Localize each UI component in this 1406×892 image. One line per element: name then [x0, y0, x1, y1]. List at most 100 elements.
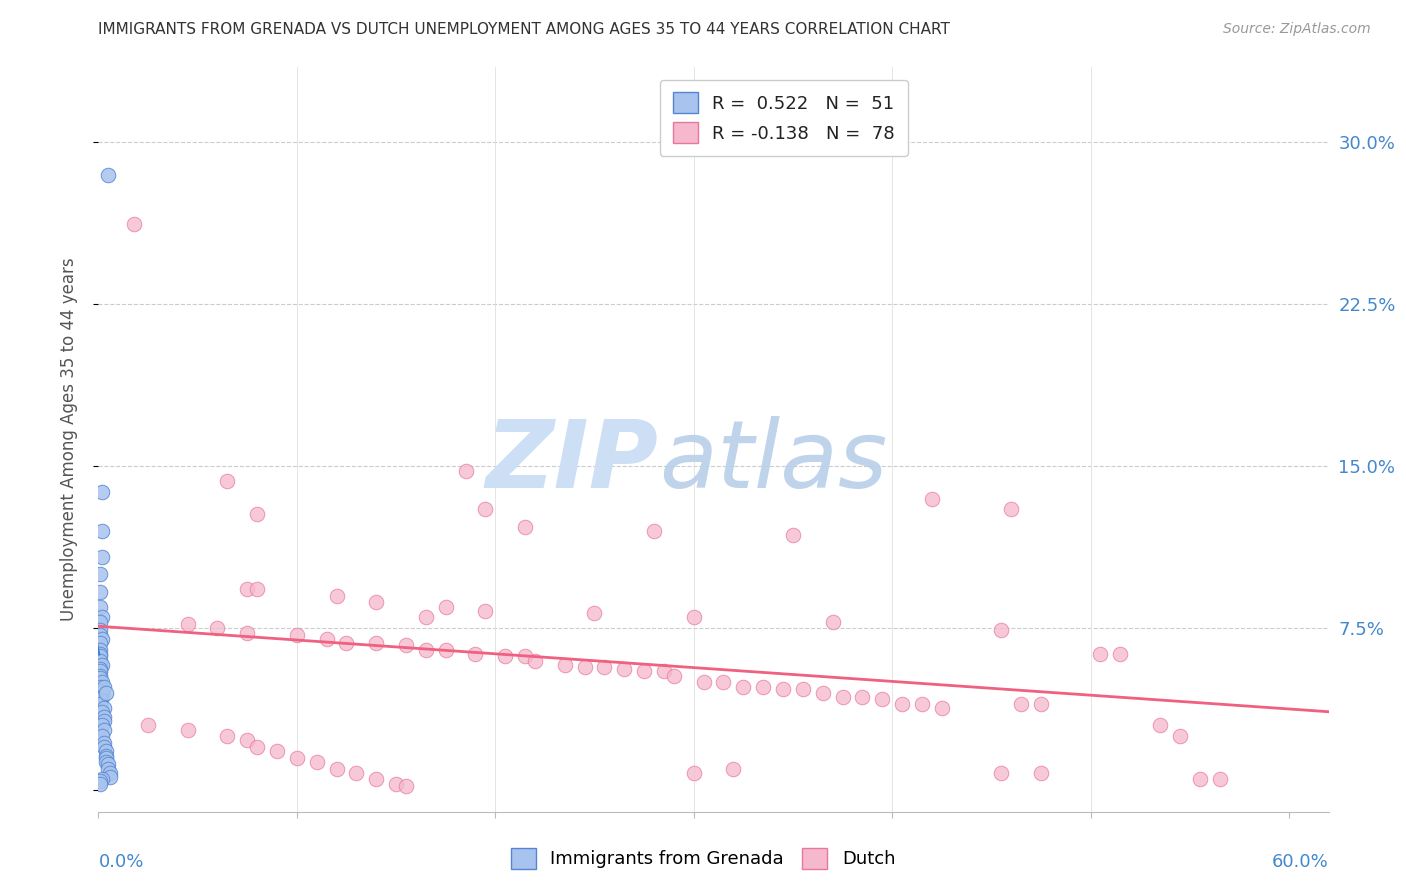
Point	[395, 639, 418, 653]
Point	[96, 744, 118, 758]
Point	[93, 723, 115, 737]
Point	[870, 692, 893, 706]
Point	[93, 714, 115, 728]
Point	[89, 669, 111, 683]
Point	[474, 604, 496, 618]
Point	[733, 680, 755, 694]
Point	[335, 636, 357, 650]
Point	[89, 777, 111, 791]
Point	[633, 665, 655, 679]
Point	[652, 665, 675, 679]
Text: atlas: atlas	[659, 417, 887, 508]
Point	[574, 660, 596, 674]
Point	[93, 710, 115, 724]
Point	[97, 757, 120, 772]
Point	[91, 610, 114, 624]
Text: Source: ZipAtlas.com: Source: ZipAtlas.com	[1223, 22, 1371, 37]
Point	[513, 649, 536, 664]
Point	[91, 632, 114, 646]
Point	[692, 675, 714, 690]
Point	[93, 736, 115, 750]
Point	[89, 642, 111, 657]
Legend: R =  0.522   N =  51, R = -0.138   N =  78: R = 0.522 N = 51, R = -0.138 N = 78	[659, 79, 907, 156]
Point	[89, 671, 111, 685]
Point	[831, 690, 853, 705]
Point	[682, 610, 704, 624]
Point	[1208, 772, 1230, 787]
Text: ZIP: ZIP	[485, 416, 658, 508]
Point	[177, 616, 200, 631]
Point	[89, 647, 111, 661]
Point	[325, 762, 347, 776]
Point	[93, 701, 115, 715]
Point	[523, 654, 546, 668]
Point	[1000, 502, 1022, 516]
Point	[931, 701, 953, 715]
Point	[89, 567, 111, 582]
Point	[1168, 729, 1191, 743]
Point	[494, 649, 516, 664]
Point	[96, 686, 118, 700]
Point	[89, 654, 111, 668]
Point	[89, 680, 111, 694]
Point	[96, 755, 118, 769]
Point	[344, 765, 367, 780]
Point	[851, 690, 873, 705]
Y-axis label: Unemployment Among Ages 35 to 44 years: Unemployment Among Ages 35 to 44 years	[59, 258, 77, 621]
Point	[246, 739, 269, 754]
Point	[285, 628, 308, 642]
Point	[513, 520, 536, 534]
Point	[96, 750, 118, 764]
Point	[98, 770, 121, 784]
Point	[122, 218, 145, 232]
Point	[91, 706, 114, 720]
Point	[96, 748, 118, 763]
Point	[1188, 772, 1211, 787]
Point	[1029, 765, 1052, 780]
Point	[236, 733, 259, 747]
Point	[772, 681, 794, 696]
Point	[366, 595, 388, 609]
Text: 0.0%: 0.0%	[98, 853, 143, 871]
Point	[91, 718, 114, 732]
Point	[91, 524, 114, 538]
Point	[91, 657, 114, 672]
Point	[91, 549, 114, 564]
Point	[682, 765, 704, 780]
Point	[89, 649, 111, 664]
Point	[752, 680, 775, 694]
Point	[821, 615, 844, 629]
Point	[136, 718, 159, 732]
Point	[990, 765, 1012, 780]
Point	[217, 475, 239, 489]
Point	[236, 625, 259, 640]
Point	[792, 681, 814, 696]
Point	[474, 502, 496, 516]
Point	[415, 610, 437, 624]
Point	[325, 589, 347, 603]
Point	[315, 632, 337, 646]
Point	[782, 528, 804, 542]
Point	[613, 662, 636, 676]
Point	[713, 675, 735, 690]
Point	[98, 765, 121, 780]
Point	[415, 642, 437, 657]
Point	[305, 755, 328, 769]
Point	[91, 690, 114, 705]
Point	[89, 692, 111, 706]
Point	[811, 686, 834, 700]
Point	[246, 507, 269, 521]
Point	[89, 662, 111, 676]
Point	[93, 680, 115, 694]
Point	[89, 774, 111, 789]
Point	[366, 772, 388, 787]
Point	[921, 491, 943, 506]
Point	[1090, 647, 1112, 661]
Point	[464, 647, 486, 661]
Point	[593, 660, 616, 674]
Point	[554, 657, 576, 672]
Text: 60.0%: 60.0%	[1272, 853, 1329, 871]
Point	[434, 599, 457, 614]
Point	[366, 636, 388, 650]
Point	[89, 624, 111, 638]
